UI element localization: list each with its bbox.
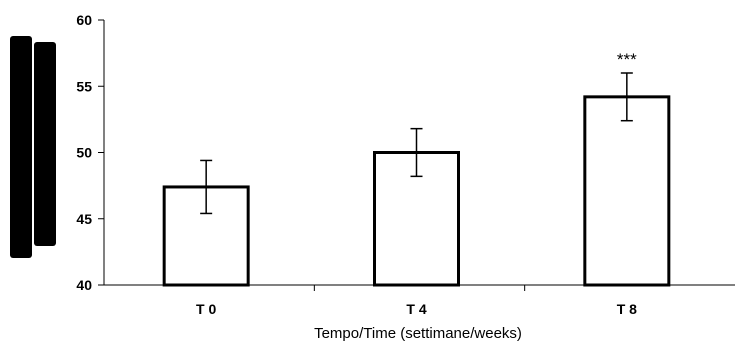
- bars: [162, 95, 671, 287]
- bar-T8: [583, 95, 671, 287]
- x-tick-label-T8: T 8: [617, 301, 637, 317]
- x-tick-label-T0: T 0: [196, 301, 216, 317]
- redaction-block-left: [10, 36, 32, 258]
- bar-T0: [162, 185, 250, 287]
- redaction-block-right: [34, 42, 56, 246]
- x-tick-label-T4: T 4: [406, 301, 426, 317]
- labels: T 0 T 4 T 8 ***: [196, 50, 637, 317]
- significance-annotation: ***: [617, 50, 637, 69]
- y-tick-label: 60: [76, 12, 92, 28]
- error-bars: [200, 72, 633, 215]
- y-tick-label: 45: [76, 211, 92, 227]
- y-tick-label: 50: [76, 145, 92, 161]
- y-tick-label: 55: [76, 78, 92, 94]
- y-tick-label: 40: [76, 277, 92, 293]
- x-axis-label: Tempo/Time (settimane/weeks): [314, 325, 522, 342]
